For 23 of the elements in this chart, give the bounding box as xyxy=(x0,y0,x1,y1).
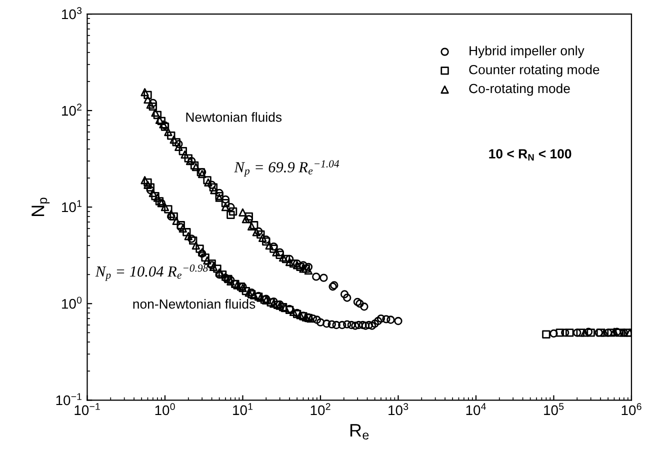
x-tick-label: 10$^{2}$ xyxy=(310,403,330,416)
legend-label: Counter rotating mode xyxy=(469,64,600,77)
annotation: non-Newtonian fluids xyxy=(133,299,256,309)
annotation: Newtonian fluids xyxy=(186,112,282,122)
legend-label: Co-rotating mode xyxy=(469,84,570,96)
y-tick-label: 10$^{3}$ xyxy=(62,7,82,20)
y-axis-title: N$_{p}$ xyxy=(32,198,50,216)
annotation: N$_{p}$ = 69.9 R$_{e}$$^{−1.04}$ xyxy=(234,160,340,177)
y-tick-label: 10$^{2}$ xyxy=(62,104,82,116)
y-tick-label: 10$^{1}$ xyxy=(62,200,82,212)
x-tick-label: 10$^{−1}$ xyxy=(74,403,100,416)
x-tick-label: 10$^{1}$ xyxy=(233,403,253,416)
x-tick-label: 10$^{5}$ xyxy=(544,403,564,416)
y-tick-label: 10$^{0}$ xyxy=(62,296,82,309)
x-tick-label: 10$^{4}$ xyxy=(466,403,486,416)
y-tick-label: 10$^{−1}$ xyxy=(56,393,82,406)
x-tick-label: 10$^{0}$ xyxy=(155,403,175,416)
x-axis-title: R$_{e}$ xyxy=(350,424,369,440)
x-tick-label: 10$^{3}$ xyxy=(388,403,408,416)
x-tick-label: 10$^{6}$ xyxy=(622,403,642,416)
legend-label: Hybrid impeller only xyxy=(470,46,584,58)
annotation: N$_{p}$ = 10.04 R$_{e}$$^{−0.98}$ xyxy=(95,264,208,281)
annotation: 10 < R$_{N}$ < 100 xyxy=(489,149,572,160)
